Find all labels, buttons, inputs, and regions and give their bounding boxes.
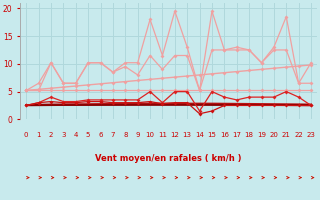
X-axis label: Vent moyen/en rafales ( km/h ): Vent moyen/en rafales ( km/h ) [95, 154, 242, 163]
